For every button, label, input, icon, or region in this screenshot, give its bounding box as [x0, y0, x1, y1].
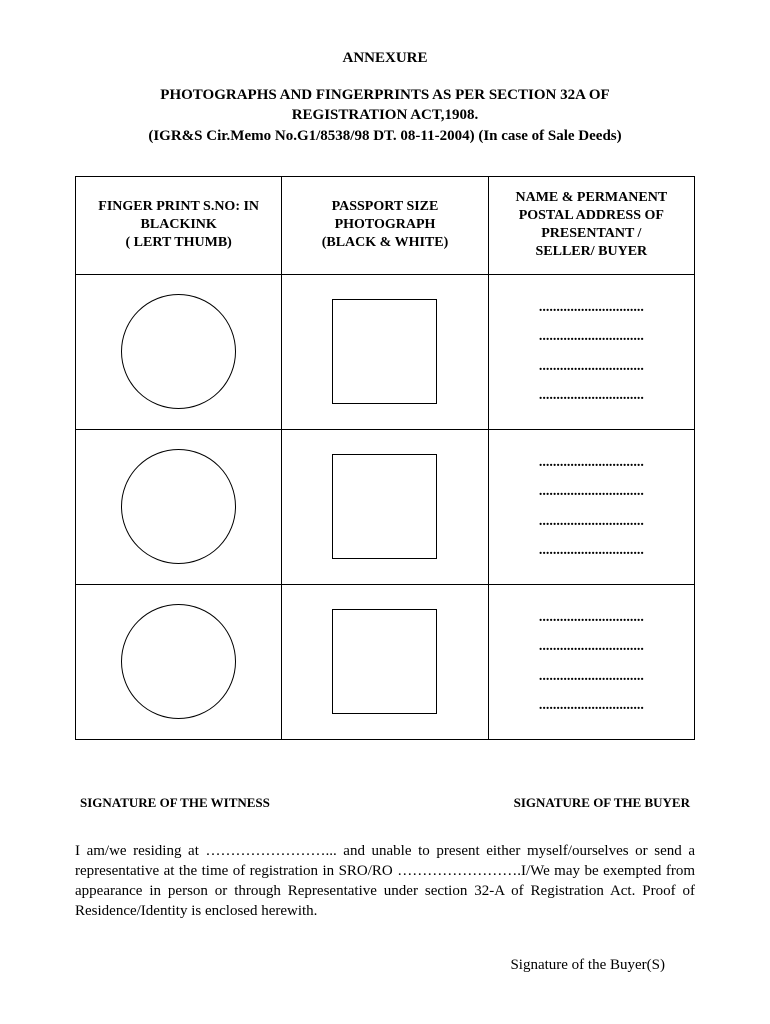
table-row: .............................. .........… — [76, 584, 695, 739]
address-lines: .............................. .........… — [499, 603, 684, 721]
address-cell: .............................. .........… — [488, 274, 694, 429]
photo-cell — [282, 429, 488, 584]
fingerprint-circle — [121, 294, 236, 409]
buyer-signature-label: SIGNATURE OF THE BUYER — [514, 795, 690, 811]
table-row: .............................. .........… — [76, 429, 695, 584]
page-title: ANNEXURE — [75, 50, 695, 67]
document-header: ANNEXURE PHOTOGRAPHS AND FINGERPRINTS AS… — [75, 50, 695, 146]
photo-cell — [282, 274, 488, 429]
header-name-address: NAME & PERMANENT POSTAL ADDRESS OF PRESE… — [488, 176, 694, 274]
signature-labels: SIGNATURE OF THE WITNESS SIGNATURE OF TH… — [75, 795, 695, 811]
fingerprint-circle — [121, 604, 236, 719]
subtitle-line-1: PHOTOGRAPHS AND FINGERPRINTS AS PER SECT… — [160, 87, 609, 103]
declaration-text: I am/we residing at ……………………... and unab… — [75, 841, 695, 922]
address-cell: .............................. .........… — [488, 429, 694, 584]
fingerprint-cell — [76, 584, 282, 739]
header-photograph: PASSPORT SIZE PHOTOGRAPH (BLACK & WHITE) — [282, 176, 488, 274]
photo-square — [332, 609, 437, 714]
subtitle-line-2: REGISTRATION ACT,1908. — [292, 107, 479, 123]
photo-square — [332, 299, 437, 404]
subtitle-line-3: (IGR&S Cir.Memo No.G1/8538/98 DT. 08-11-… — [148, 128, 621, 144]
buyer-signature-line: Signature of the Buyer(S) — [75, 957, 695, 974]
table-header-row: FINGER PRINT S.NO: IN BLACKINK ( LERT TH… — [76, 176, 695, 274]
table-row: .............................. .........… — [76, 274, 695, 429]
fingerprint-circle — [121, 449, 236, 564]
fingerprint-table: FINGER PRINT S.NO: IN BLACKINK ( LERT TH… — [75, 176, 695, 740]
address-cell: .............................. .........… — [488, 584, 694, 739]
address-lines: .............................. .........… — [499, 293, 684, 411]
fingerprint-cell — [76, 274, 282, 429]
photo-square — [332, 454, 437, 559]
witness-signature-label: SIGNATURE OF THE WITNESS — [80, 795, 270, 811]
fingerprint-cell — [76, 429, 282, 584]
address-lines: .............................. .........… — [499, 448, 684, 566]
page-subtitle: PHOTOGRAPHS AND FINGERPRINTS AS PER SECT… — [75, 85, 695, 146]
header-fingerprint: FINGER PRINT S.NO: IN BLACKINK ( LERT TH… — [76, 176, 282, 274]
photo-cell — [282, 584, 488, 739]
